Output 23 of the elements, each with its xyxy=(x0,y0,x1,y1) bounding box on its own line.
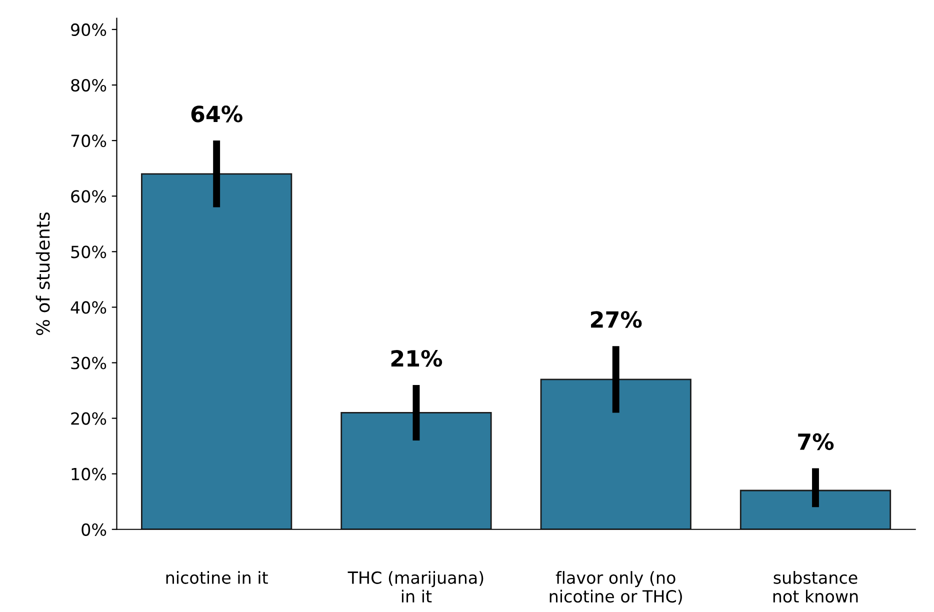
x-tick-label: flavor only (no nicotine or THC) xyxy=(550,571,682,605)
data-label: 21% xyxy=(391,350,442,367)
x-tick-label: substance not known xyxy=(773,571,858,603)
x-tick-label: nicotine in it xyxy=(166,571,268,584)
y-tick-label: 90% xyxy=(71,23,106,36)
y-axis-title: % of students xyxy=(36,212,50,336)
y-tick-label: 70% xyxy=(71,134,106,148)
data-label: 27% xyxy=(591,311,642,328)
bar xyxy=(740,490,892,530)
bar xyxy=(340,412,492,530)
data-label: 7% xyxy=(798,433,834,450)
bar xyxy=(141,173,292,530)
bar xyxy=(540,378,692,530)
y-tick-label: 20% xyxy=(71,412,106,425)
y-tick-label: 60% xyxy=(71,190,106,203)
y-tick-label: 0% xyxy=(82,523,106,536)
y-tick-label: 80% xyxy=(71,78,106,92)
y-tick-label: 10% xyxy=(72,468,106,480)
y-tick-label: 40% xyxy=(70,301,106,314)
x-tick-label: THC (marijuana) in it xyxy=(348,571,484,602)
data-label: 64% xyxy=(191,106,242,122)
y-tick-label: 50% xyxy=(71,246,106,258)
y-tick-label: 30% xyxy=(71,356,106,370)
